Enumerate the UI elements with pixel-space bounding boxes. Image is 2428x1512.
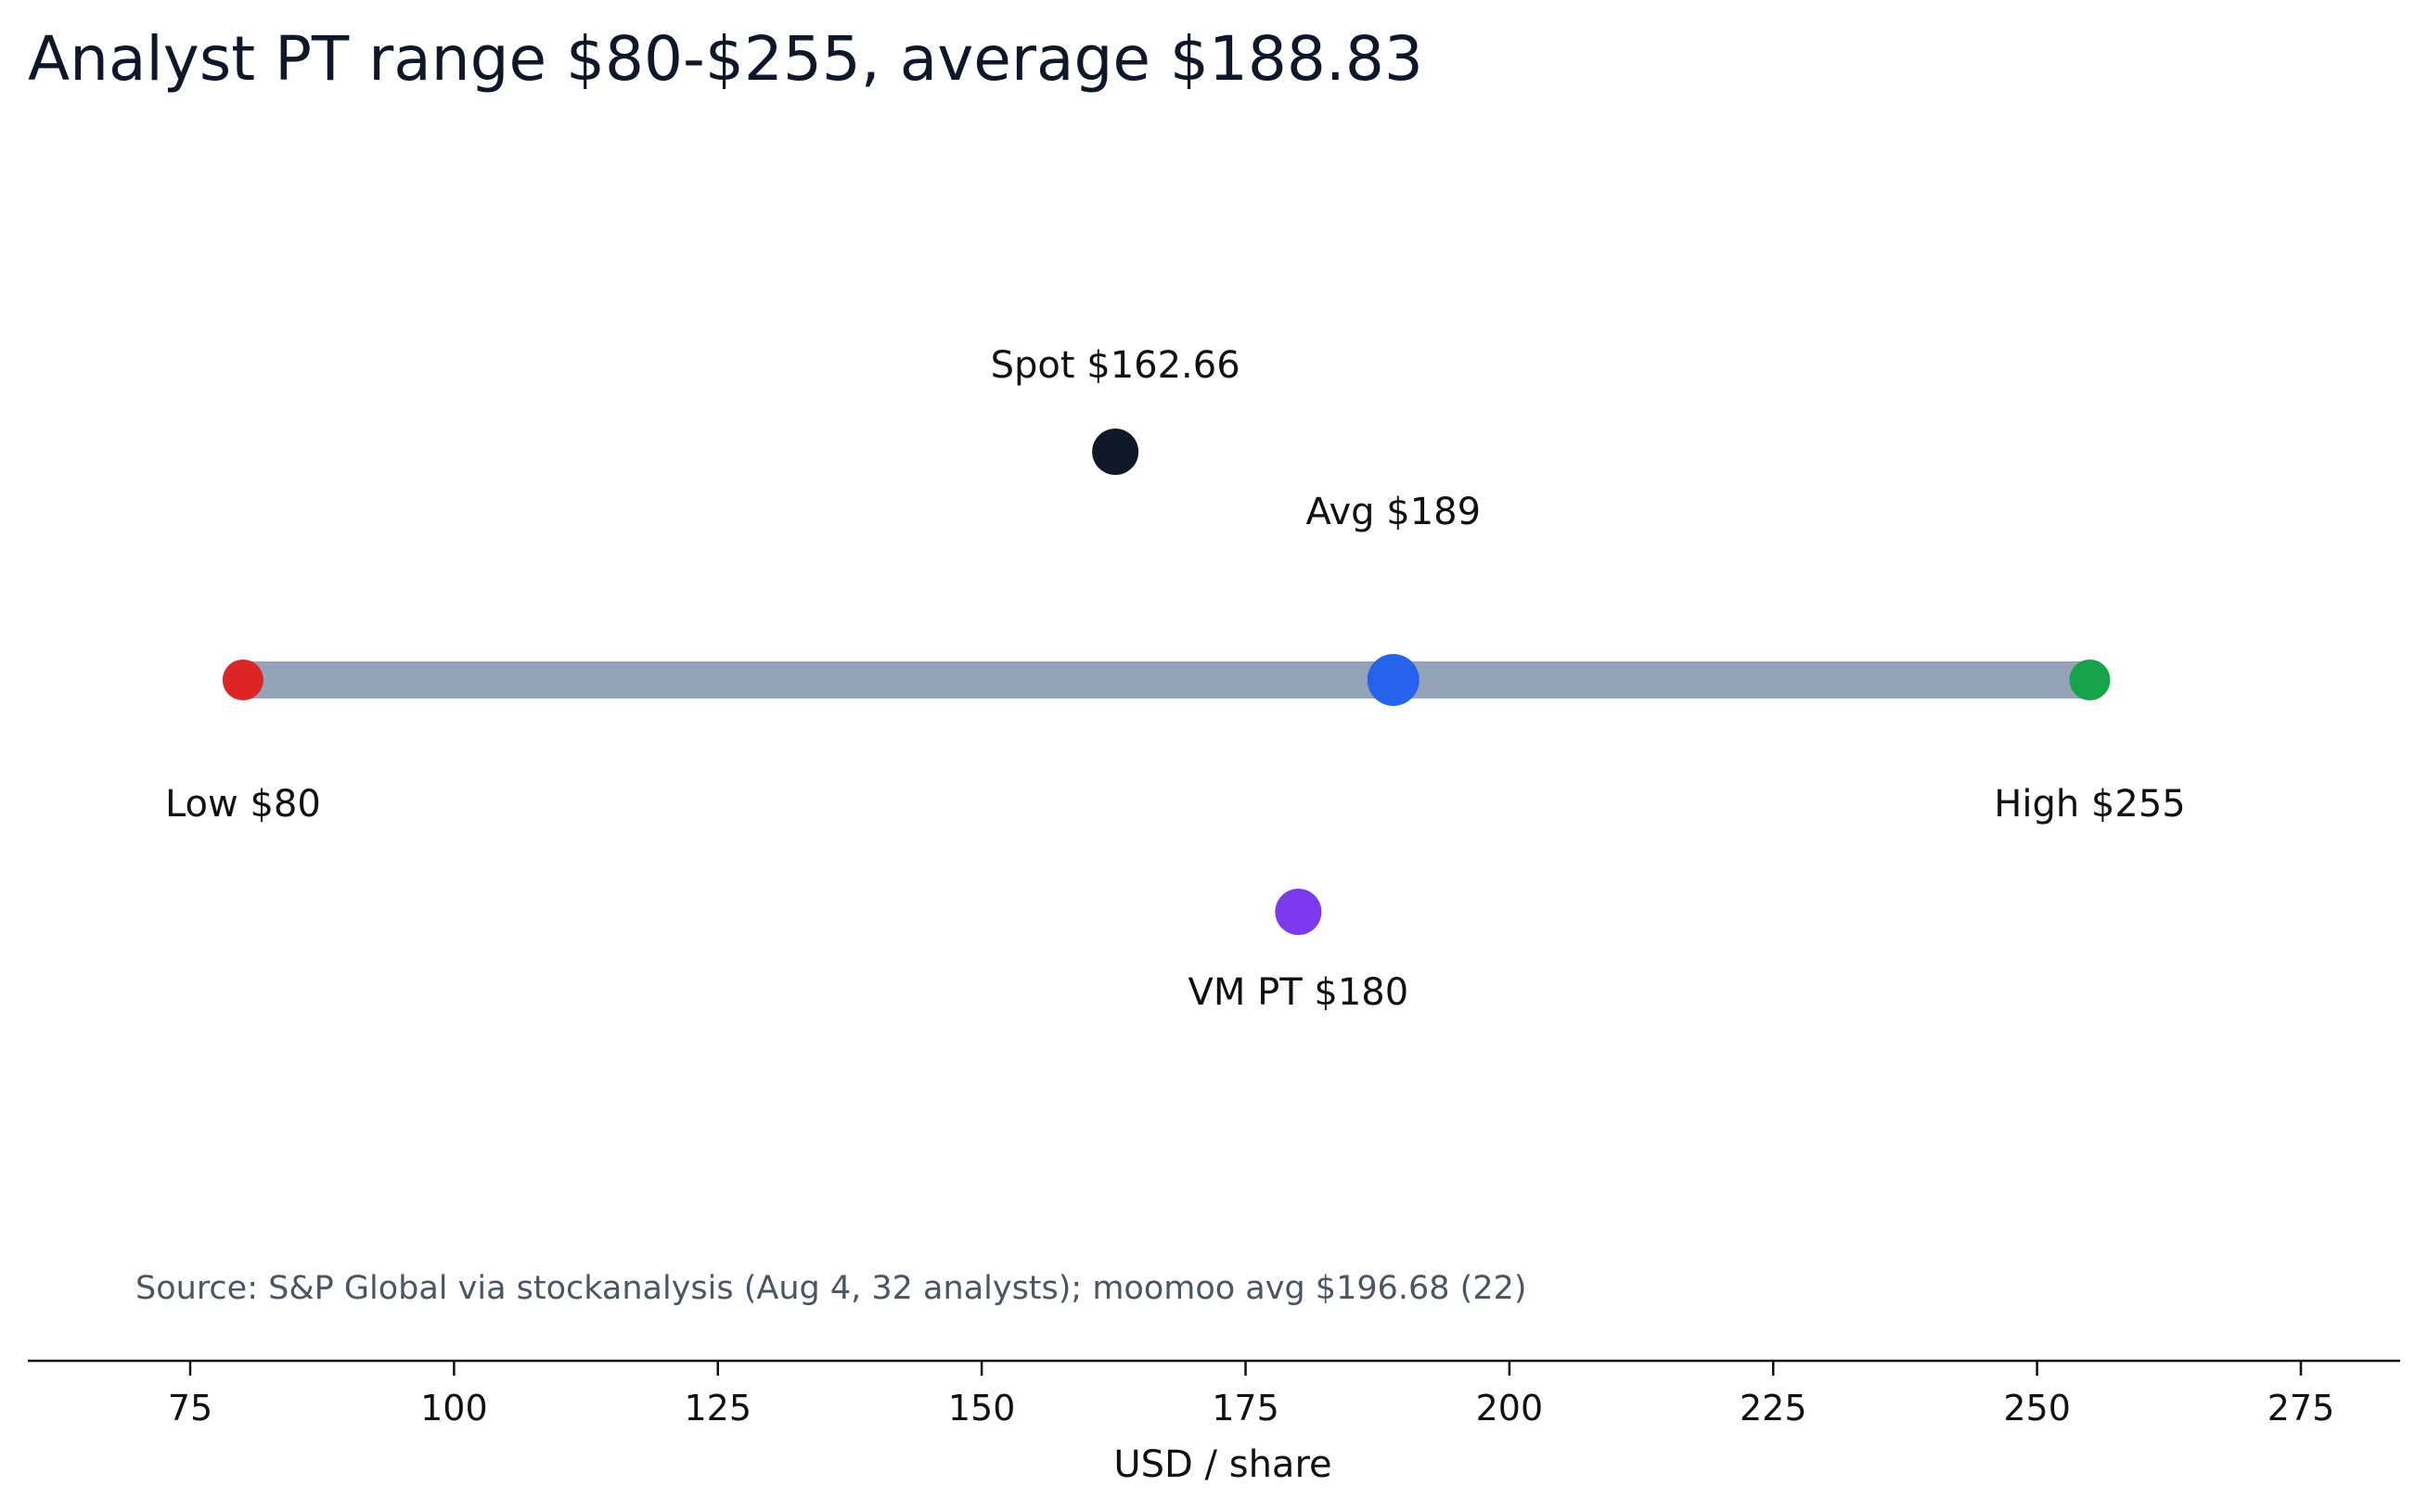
x-tick-label-150: 150 [948,1388,1016,1429]
chart-title: Analyst PT range $80-$255, average $188.… [28,23,1423,95]
point-low [222,660,263,700]
x-tick-label-175: 175 [1212,1388,1279,1429]
x-tick-label-225: 225 [1740,1388,1807,1429]
x-tick-label-250: 250 [2003,1388,2071,1429]
x-tick-label-125: 125 [684,1388,752,1429]
point-avg [1367,654,1420,706]
x-tick-label-100: 100 [420,1388,488,1429]
point-label-high: High $255 [1994,783,2185,826]
point-label-low: Low $80 [165,783,321,826]
x-tick-label-275: 275 [2267,1388,2335,1429]
point-high [2069,660,2111,700]
chart-marks: Low $80 High $255 Avg $189 Spot $162.66 VM P… [165,344,2186,1014]
x-axis: 75 100 125 150 175 200 225 250 275 [28,1359,2400,1429]
source-annotation: Source: S&P Global via stockanalysis (Au… [135,1270,1527,1307]
point-label-avg: Avg $189 [1305,491,1481,533]
point-label-vm: VM PT $180 [1188,971,1409,1014]
point-vm [1275,889,1322,935]
point-spot [1092,429,1139,475]
point-label-spot: Spot $162.66 [991,344,1240,387]
x-tick-label-200: 200 [1476,1388,1544,1429]
x-axis-label: USD / share [1113,1443,1331,1486]
x-tick-label-75: 75 [168,1388,212,1429]
